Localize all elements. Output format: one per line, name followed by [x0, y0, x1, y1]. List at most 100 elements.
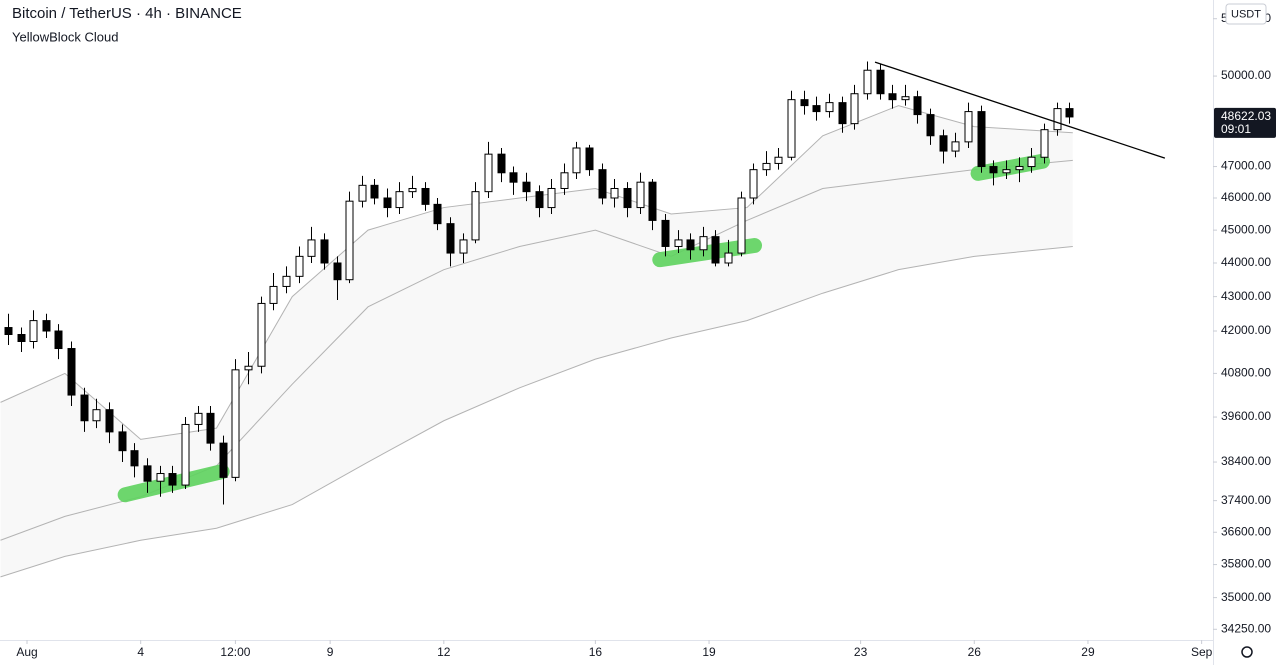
- candle-body: [686, 239, 695, 251]
- candle-body: [307, 239, 316, 257]
- cloud-line: [0, 245, 1073, 578]
- candle-body: [560, 172, 569, 189]
- x-tick-label: Aug: [16, 645, 37, 659]
- candle-body: [724, 252, 733, 264]
- y-tick-label: 45000.00: [1221, 222, 1271, 236]
- candle-body: [838, 102, 847, 125]
- candle-body: [939, 135, 948, 152]
- currency-label[interactable]: USDT: [1231, 8, 1261, 20]
- candle-body: [863, 69, 872, 95]
- candle-body: [282, 275, 291, 287]
- candle-body: [509, 172, 518, 183]
- x-tick-label: 4: [137, 645, 144, 659]
- candle-body: [105, 409, 114, 433]
- candle-body: [446, 223, 455, 254]
- candle-body: [408, 187, 417, 193]
- candle-body: [194, 412, 203, 425]
- y-tick-label: 44000.00: [1221, 255, 1271, 269]
- y-tick-label: 35000.00: [1221, 590, 1271, 604]
- candle-body: [610, 187, 619, 199]
- candle-body: [370, 184, 379, 199]
- candle-body: [257, 302, 266, 367]
- candle-body: [130, 450, 139, 467]
- candle-body: [636, 181, 645, 209]
- candle-body: [876, 69, 885, 95]
- countdown-label: 09:01: [1221, 122, 1251, 136]
- candle-body: [383, 197, 392, 209]
- y-tick-label: 35800.00: [1221, 557, 1271, 571]
- cloud-fill: [0, 105, 1073, 577]
- candle-body: [333, 262, 342, 281]
- x-tick-label: Sep: [1191, 645, 1213, 659]
- y-tick-label: 50000.00: [1221, 68, 1271, 82]
- candle-body: [888, 93, 897, 101]
- candle-body: [67, 348, 76, 396]
- x-tick-label: 12:00: [220, 645, 250, 659]
- candle-body: [850, 93, 859, 125]
- candle-body: [484, 153, 493, 193]
- x-tick-label: 19: [702, 645, 716, 659]
- candle-body: [1002, 169, 1011, 174]
- candle-body: [1027, 156, 1036, 168]
- chart-title: Bitcoin / TetherUS · 4h · BINANCE: [12, 5, 242, 22]
- candle-body: [54, 330, 63, 350]
- candle-body: [598, 169, 607, 199]
- candle-body: [762, 162, 771, 171]
- y-tick-label: 39600.00: [1221, 409, 1271, 423]
- candle-body: [320, 239, 329, 264]
- settings-icon[interactable]: [1241, 646, 1253, 658]
- x-tick-label: 23: [854, 645, 868, 659]
- candle-body: [926, 114, 935, 137]
- candle-body: [244, 365, 253, 371]
- y-tick-label: 36600.00: [1221, 524, 1271, 538]
- candle-body: [181, 423, 190, 486]
- candle-body: [648, 181, 657, 221]
- candle-body: [168, 473, 177, 486]
- candle-body: [812, 105, 821, 113]
- candle-body: [787, 99, 796, 158]
- x-tick-label: 16: [589, 645, 603, 659]
- candle-body: [92, 409, 101, 422]
- candle-body: [825, 102, 834, 113]
- candle-body: [749, 169, 758, 199]
- gear[interactable]: [1241, 646, 1253, 658]
- candle-body: [345, 200, 354, 281]
- candle-body: [295, 255, 304, 277]
- candle-body: [711, 236, 720, 264]
- candle-body: [459, 239, 468, 254]
- candle-body: [269, 285, 278, 304]
- candle-body: [497, 153, 506, 174]
- candle-body: [585, 147, 594, 171]
- candle-body: [4, 327, 13, 336]
- candle-body: [951, 141, 960, 152]
- candle-body: [535, 191, 544, 209]
- plot-area: [0, 61, 1166, 578]
- candle-body: [1040, 129, 1049, 158]
- candle-body: [17, 334, 26, 342]
- candle-body: [231, 369, 240, 478]
- currency-button[interactable]: [1225, 3, 1267, 25]
- candle-body: [395, 191, 404, 209]
- candle-body: [433, 203, 442, 225]
- y-tick-label: 43000.00: [1221, 289, 1271, 303]
- candle-body: [80, 394, 89, 422]
- y-tick-label: 47000.00: [1221, 159, 1271, 173]
- y-tick-label: 46000.00: [1221, 190, 1271, 204]
- candle-body: [737, 197, 746, 254]
- candle-body: [964, 111, 973, 143]
- y-tick-label: 38400.00: [1221, 454, 1271, 468]
- trend-line: [874, 61, 1166, 159]
- candle-body: [774, 156, 783, 164]
- candle-body: [901, 96, 910, 101]
- candle-body: [29, 320, 38, 342]
- cloud-line: [0, 105, 1073, 440]
- candle-body: [522, 181, 531, 193]
- x-tick-label: 9: [327, 645, 334, 659]
- y-tick-label: 34250.00: [1221, 621, 1271, 635]
- candle-body: [800, 99, 809, 107]
- candle-body: [661, 219, 670, 247]
- candle-body: [1053, 108, 1062, 131]
- candle-body: [471, 191, 480, 241]
